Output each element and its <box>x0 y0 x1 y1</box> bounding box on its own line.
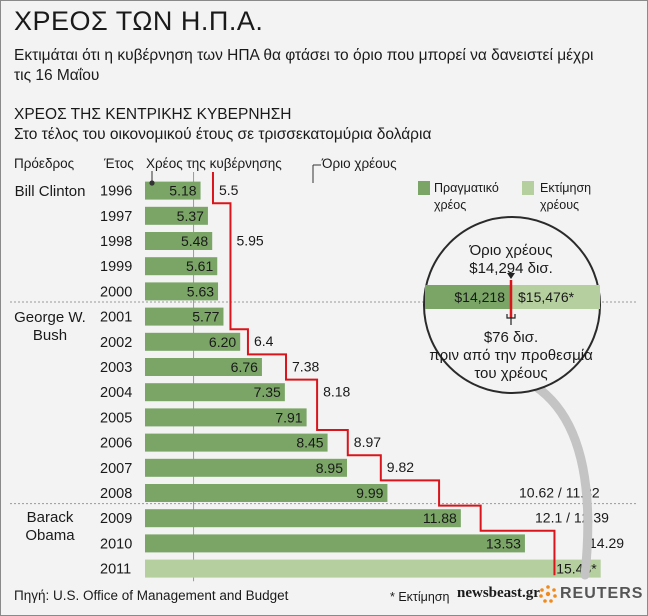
inset-limit-value: $14,294 δισ. <box>469 260 553 277</box>
legend-actual-label: Πραγματικό χρέος <box>434 181 499 212</box>
year-label: 1998 <box>100 234 132 250</box>
president-bush: George W. Bush <box>14 309 86 344</box>
year-label: 1999 <box>100 259 132 275</box>
year-label: 2002 <box>100 335 132 351</box>
bar-value-label: 5.77 <box>192 309 219 325</box>
president-clinton: Bill Clinton <box>14 183 86 200</box>
year-label: 2004 <box>100 385 132 401</box>
bar-actual <box>145 509 461 528</box>
bar-value-label: 9.99 <box>356 485 383 501</box>
bar-actual <box>145 433 328 452</box>
legend-estimate-swatch <box>522 181 534 195</box>
bar-value-label: 5.48 <box>181 233 208 249</box>
bar-actual <box>145 332 241 351</box>
estimate-footnote: * Εκτίμηση <box>390 590 450 604</box>
year-label: 2010 <box>100 536 132 552</box>
debt-limit-label: 10.62 / 11.32 <box>519 484 600 500</box>
section-title: ΧΡΕΟΣ ΤΗΣ ΚΕΝΤΡΙΚΗΣ ΚΥΒΕΡΝΗΣΗ <box>14 106 292 123</box>
debt-limit-label: 6.4 <box>254 333 274 349</box>
inset-limit-title: Όριο χρέους <box>469 242 553 259</box>
inset-left-value: $14,218 <box>454 289 505 305</box>
inset-right-value: $15,476* <box>518 289 575 305</box>
legend-actual-swatch <box>418 181 430 195</box>
debt-limit-label: 9.82 <box>387 459 414 475</box>
debt-limit-label: 5.95 <box>236 232 263 248</box>
bar-value-label: 6.20 <box>209 334 236 350</box>
column-header-year: Έτος <box>104 156 134 171</box>
year-label: 1996 <box>100 184 132 200</box>
year-label: 2011 <box>100 562 131 578</box>
bar-value-label: 5.61 <box>186 258 213 274</box>
bar-value-label: 5.63 <box>187 283 214 299</box>
bar-value-label: 6.76 <box>231 359 258 375</box>
column-header-debt: Χρέος της κυβέρνησης <box>146 156 282 171</box>
bar-actual <box>145 257 218 276</box>
year-label: 2001 <box>100 310 132 326</box>
debt-limit-label: 8.18 <box>323 384 350 400</box>
page-title: ΧΡΕΟΣ ΤΩΝ Η.Π.Α. <box>14 6 264 36</box>
source-note: Πηγή: U.S. Office of Management and Budg… <box>14 588 289 603</box>
bar-actual <box>145 206 208 225</box>
bar-actual <box>145 458 348 477</box>
year-label: 1997 <box>100 209 132 225</box>
bar-estimate <box>145 559 601 578</box>
bar-value-label: 7.35 <box>254 384 281 400</box>
bar-actual <box>145 307 224 326</box>
reuters-logo: REUTERS <box>560 585 644 602</box>
bar-value-label: 11.88 <box>423 510 457 526</box>
year-label: 2000 <box>100 284 132 300</box>
year-label: 2008 <box>100 486 132 502</box>
bar-actual <box>145 484 388 502</box>
debt-limit-label: 8.97 <box>354 434 381 450</box>
debt-limit-inset: Όριο χρέους $14,294 δισ. $14,218 $15,476… <box>423 216 601 580</box>
inset-actual-bar <box>425 285 511 309</box>
inset-gap-text-2: του χρέους <box>474 365 547 382</box>
president-obama: Barack Obama <box>25 509 75 544</box>
inset-connector <box>530 381 593 580</box>
bar-value-label: 8.45 <box>296 435 323 451</box>
column-header-president: Πρόεδρος <box>14 156 75 171</box>
bar-actual <box>145 282 219 301</box>
column-header-markers <box>149 164 321 186</box>
year-label: 2006 <box>100 436 132 452</box>
bar-actual <box>145 358 262 376</box>
legend <box>418 181 534 195</box>
inset-gap-bracket-icon <box>506 314 516 325</box>
inset-estimate-bar <box>511 285 600 309</box>
inset-limit-arrow-icon <box>507 273 515 279</box>
year-label: 2005 <box>100 410 132 426</box>
bar-actual <box>145 383 285 402</box>
bar-value-label: 8.95 <box>316 460 343 476</box>
debt-limit-label: 14.29 <box>589 535 624 551</box>
page-subtitle: Εκτιμάται ότι η κυβέρνηση των ΗΠΑ θα φτά… <box>14 47 594 84</box>
section-subtitle: Στο τέλος του οικονομικού έτους σε τρισσ… <box>14 126 432 143</box>
newsbeast-logo: newsbeast.gr <box>457 585 540 601</box>
debt-limit-label: 12.1 / 12.39 <box>535 510 609 526</box>
bar-value-label: 7.91 <box>275 409 302 425</box>
debt-limit-label: 7.38 <box>292 358 319 374</box>
inset-gap-value: $76 δισ. <box>484 329 538 346</box>
year-label: 2007 <box>100 461 132 477</box>
bar-value-label: 15.48* <box>556 561 597 577</box>
bar-actual <box>145 534 525 553</box>
year-label: 2009 <box>100 511 132 527</box>
year-label: 2003 <box>100 360 132 376</box>
bar-value-label: 5.18 <box>169 183 196 199</box>
legend-estimate-label: Εκτίμηση χρέους <box>540 181 592 212</box>
bar-value-label: 13.53 <box>486 535 521 551</box>
debt-limit-label: 5.5 <box>219 182 239 198</box>
reuters-dots-icon <box>539 585 557 603</box>
debt-limit-line <box>211 172 556 576</box>
bar-actual <box>145 232 213 250</box>
bar-value-label: 5.37 <box>177 208 204 224</box>
inset-gap-text-1: πριν από την προθεσμία <box>429 347 593 364</box>
bar-actual <box>145 408 307 427</box>
column-header-limit: Όριο χρέους <box>322 156 397 171</box>
bar-actual <box>145 181 201 200</box>
